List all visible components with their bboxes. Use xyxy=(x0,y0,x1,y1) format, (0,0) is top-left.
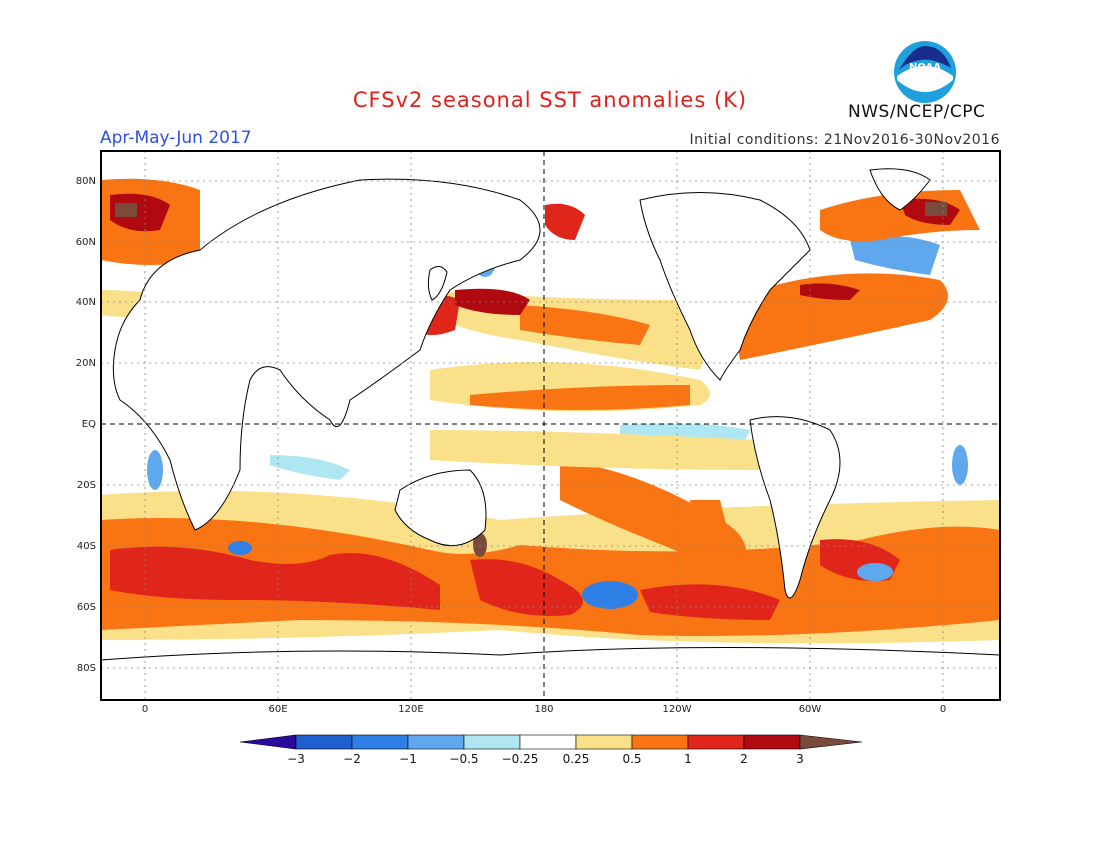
colorbar-swatch xyxy=(631,734,689,750)
lon-label: 60E xyxy=(268,704,288,715)
lon-label: 60W xyxy=(798,704,822,715)
colorbar-arrow-high xyxy=(799,734,863,750)
lon-label: 120W xyxy=(662,704,692,715)
colorbar-label: 2 xyxy=(740,752,748,766)
colorbar-label: −0.5 xyxy=(449,752,479,766)
lon-label: 120E xyxy=(398,704,424,715)
colorbar-swatch xyxy=(743,734,801,750)
lat-label: 40S xyxy=(76,541,96,552)
colorbar-swatch xyxy=(351,734,409,750)
anomaly-fields xyxy=(101,178,1000,644)
initial-conditions-label: Initial conditions: 21Nov2016-30Nov2016 xyxy=(689,132,1000,148)
lat-label: 40N xyxy=(75,297,96,308)
map-gridlines xyxy=(101,151,1000,700)
noaa-logo: NOAA xyxy=(894,41,956,103)
lat-label: 20S xyxy=(76,480,96,491)
colorbar-label: 3 xyxy=(796,752,804,766)
colorbar-swatch xyxy=(519,734,577,750)
lon-label: 0 xyxy=(141,704,149,715)
lat-label: 60N xyxy=(75,237,96,248)
colorbar-label: −3 xyxy=(287,752,305,766)
colorbar-arrow-low xyxy=(239,734,297,750)
colorbar-label: 0.5 xyxy=(622,752,642,766)
colorbar-label: −0.25 xyxy=(501,752,539,766)
colorbar-label: 0.25 xyxy=(562,752,590,766)
colorbar-label: −2 xyxy=(343,752,361,766)
logo-text: NOAA xyxy=(909,62,941,73)
colorbar-label: −1 xyxy=(399,752,417,766)
lat-label: 80S xyxy=(76,663,96,674)
lat-label: 20N xyxy=(75,358,96,369)
map-frame xyxy=(100,150,1001,701)
lon-label: 180 xyxy=(534,704,554,715)
coastlines xyxy=(101,168,1000,700)
colorbar-swatch xyxy=(575,734,633,750)
map-title: CFSv2 seasonal SST anomalies (K) xyxy=(352,88,748,112)
lat-label: 60S xyxy=(76,602,96,613)
lat-label: EQ xyxy=(81,419,96,430)
colorbar-swatch xyxy=(463,734,521,750)
lat-label: 80N xyxy=(75,176,96,187)
colorbar-label: 1 xyxy=(684,752,692,766)
agency-label: NWS/NCEP/CPC xyxy=(848,102,986,122)
colorbar-swatch xyxy=(687,734,745,750)
lon-label: 0 xyxy=(939,704,947,715)
colorbar-swatch xyxy=(295,734,353,750)
season-label: Apr-May-Jun 2017 xyxy=(100,128,252,148)
colorbar-swatch xyxy=(407,734,465,750)
equator-dateline xyxy=(101,151,1000,700)
